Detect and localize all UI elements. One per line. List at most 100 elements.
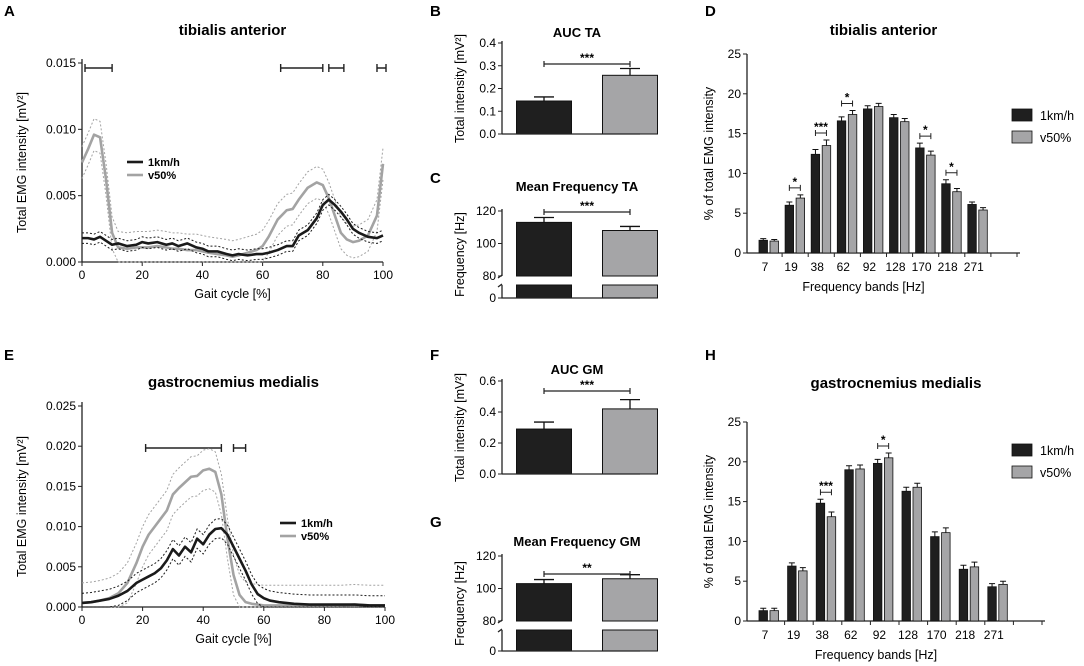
- error-bar: [534, 578, 554, 584]
- y-tick-label: 20: [728, 455, 742, 469]
- y-axis-label: Total intensity [mV²]: [453, 34, 467, 143]
- bar-1kmh: [810, 153, 821, 254]
- panel-letter-d: D: [705, 3, 716, 20]
- y-axis-label: Frequency [Hz]: [453, 212, 467, 297]
- significance-bar: [232, 444, 247, 452]
- error-bar: [875, 102, 882, 107]
- x-tick-label: 92: [863, 260, 877, 274]
- error-bar: [874, 458, 881, 464]
- x-tick-label: 128: [885, 260, 905, 274]
- significance-bracket: [814, 129, 827, 136]
- bar-v50: [602, 74, 658, 135]
- error-bar: [969, 201, 976, 205]
- bar-v50: [602, 408, 658, 475]
- bar-v50: [884, 457, 894, 622]
- y-tick-label: 10: [728, 166, 742, 180]
- bar-1kmh: [815, 502, 826, 622]
- y-tick-label: 0.010: [46, 520, 76, 534]
- y-tick-label: 0.0: [479, 127, 496, 141]
- x-tick-label: 7: [762, 628, 769, 642]
- x-tick-label: 20: [136, 613, 150, 627]
- y-tick-label: 10: [728, 534, 742, 548]
- y-tick-label: 15: [728, 127, 742, 141]
- chart-title: tibialis anterior: [179, 22, 287, 39]
- error-bar: [771, 607, 778, 611]
- y-tick-label: 5: [734, 574, 741, 588]
- y-tick-label: 0: [734, 246, 741, 260]
- y-axis-label: Total intensity [mV²]: [453, 373, 467, 482]
- y-tick-label: 15: [728, 495, 742, 509]
- bar-v50: [847, 114, 858, 254]
- x-tick-label: 38: [811, 260, 825, 274]
- error-bar: [838, 116, 845, 121]
- significance-bracket: [543, 209, 631, 215]
- significance-bar: [84, 64, 113, 72]
- legend-label: v50%: [148, 170, 176, 182]
- bar-1kmh: [516, 428, 572, 475]
- y-tick-label: 100: [476, 237, 496, 251]
- bar-1kmh: [863, 108, 873, 254]
- chart-e-gastrocnemius-line: gastrocnemius medialis 0.000 0.005 0.010 0.0…: [15, 374, 395, 646]
- y-tick-label: 5: [734, 206, 741, 220]
- chart-f-auc-gm: AUC GM 0.0 0.2 0.4 0.6 Total intensity [mV²] *…: [453, 362, 658, 482]
- error-bar: [914, 482, 921, 488]
- significance-label: **: [582, 561, 592, 575]
- y-tick-label: 0.000: [46, 255, 76, 269]
- bar-v50: [855, 468, 865, 622]
- y-tick-label: 0.2: [479, 82, 496, 96]
- error-bar: [797, 194, 804, 199]
- y-tick-label: 120: [476, 549, 496, 563]
- y-tick-label: 0.2: [479, 436, 496, 450]
- error-bar: [846, 465, 853, 470]
- x-axis-label: Gait cycle [%]: [194, 287, 270, 301]
- x-tick-label: 80: [316, 268, 330, 282]
- significance-bracket: [543, 571, 631, 577]
- y-tick-label: 0.4: [479, 405, 496, 419]
- y-tick-label: 0.005: [46, 560, 76, 574]
- x-tick-label: 218: [938, 260, 958, 274]
- x-tick-label: 100: [375, 613, 395, 627]
- significance-bracket: [945, 169, 958, 176]
- bar-1kmh: [516, 221, 572, 277]
- series-v50-upper-band: [81, 118, 384, 242]
- significance-label: *: [923, 123, 928, 137]
- y-axis-label: Frequency [Hz]: [453, 561, 467, 646]
- y-tick-label: 0.015: [46, 479, 76, 493]
- panel-letter-h: H: [705, 347, 716, 364]
- series-v50-lower-band: [81, 149, 384, 263]
- panel-letter-b: B: [430, 3, 441, 20]
- x-tick-label: 20: [136, 268, 150, 282]
- x-tick-label: 40: [196, 268, 210, 282]
- error-bar: [890, 113, 897, 118]
- y-tick-label: 100: [476, 582, 496, 596]
- bar-1kmh: [889, 117, 899, 254]
- bar-1kmh: [958, 568, 969, 622]
- error-bar: [534, 216, 554, 223]
- legend-swatch: [1011, 130, 1033, 144]
- bar-lower-segment: [516, 629, 572, 652]
- significance-bar: [376, 64, 387, 72]
- y-tick-label: 0.3: [479, 59, 496, 73]
- x-tick-label: 170: [912, 260, 932, 274]
- y-tick-label: 0.4: [479, 36, 496, 50]
- x-tick-label: 62: [844, 628, 858, 642]
- legend-label: v50%: [1040, 131, 1071, 145]
- bar-1kmh: [967, 204, 977, 254]
- error-bar: [953, 188, 960, 192]
- legend-label: v50%: [1040, 466, 1071, 480]
- bar-lower-segment: [602, 629, 658, 652]
- bar-v50: [900, 121, 910, 254]
- x-tick-label: 38: [816, 628, 830, 642]
- error-bar: [927, 150, 934, 156]
- series-1kmh-lower-band: [82, 204, 384, 262]
- y-axis-label: % of total EMG intensity: [702, 454, 716, 588]
- x-tick-label: 271: [984, 628, 1004, 642]
- series-1kmh-line: [82, 198, 384, 257]
- error-bar: [760, 238, 767, 241]
- significance-bar: [328, 64, 345, 72]
- bar-v50: [952, 191, 962, 254]
- error-bar: [931, 531, 938, 537]
- series-1kmh-line: [81, 526, 385, 607]
- significance-label: ***: [580, 378, 594, 392]
